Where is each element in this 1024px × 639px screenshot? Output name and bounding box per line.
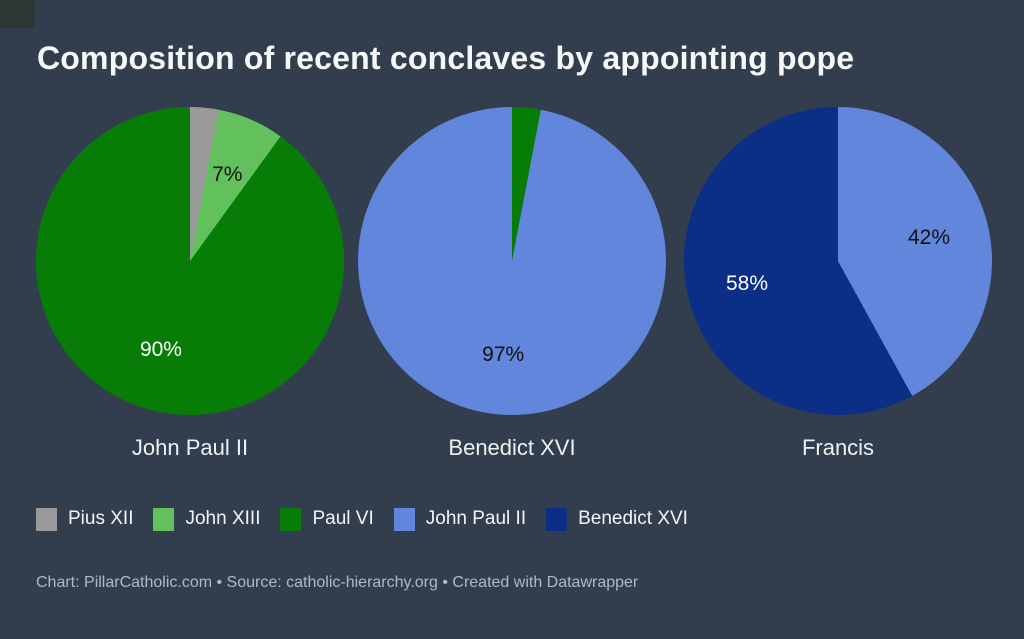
chart-title: Composition of recent conclaves by appoi… bbox=[37, 40, 855, 76]
slice-label: 7% bbox=[212, 162, 243, 186]
legend-swatch bbox=[280, 507, 302, 531]
pie-block-francis: 42% 58% Francis bbox=[684, 107, 992, 467]
legend-label: Pius XII bbox=[68, 508, 134, 529]
legend-swatch bbox=[153, 507, 175, 531]
pie-title: John Paul II bbox=[131, 435, 249, 460]
pie-chart-francis: 42% 58% bbox=[684, 107, 992, 415]
pie-block-john-paul-ii: 7% 90% John Paul II bbox=[36, 107, 344, 467]
legend-label: Benedict XVI bbox=[578, 508, 688, 529]
legend-label: John XIII bbox=[185, 508, 261, 529]
legend-item: John Paul II bbox=[393, 507, 527, 531]
legend-label: Paul VI bbox=[312, 508, 374, 529]
slice-label: 90% bbox=[139, 338, 182, 362]
legend: Pius XII John XIII Paul VI John Paul II Bene… bbox=[36, 507, 688, 531]
pie-title: Francis bbox=[801, 435, 875, 460]
slice-label: 97% bbox=[482, 342, 525, 366]
pie-block-benedict-xvi: 97% Benedict XVI bbox=[358, 107, 666, 467]
slice-label: 42% bbox=[907, 225, 950, 249]
footer-attribution: Chart: PillarCatholic.com • Source: cath… bbox=[36, 574, 639, 591]
pie-title: Benedict XVI bbox=[448, 435, 576, 460]
pie-chart-benedict-xvi: 97% bbox=[358, 107, 666, 415]
legend-item: Benedict XVI bbox=[546, 507, 688, 531]
slice-label: 58% bbox=[725, 272, 769, 296]
legend-swatch bbox=[36, 507, 57, 531]
corner-watermark-square bbox=[0, 0, 34, 28]
legend-label: John Paul II bbox=[425, 508, 527, 529]
legend-item: Paul VI bbox=[280, 507, 374, 531]
legend-swatch bbox=[393, 507, 415, 531]
legend-item: Pius XII bbox=[36, 507, 133, 531]
legend-swatch bbox=[546, 507, 568, 531]
legend-item: John XIII bbox=[153, 507, 260, 531]
pie-chart-john-paul-ii: 7% 90% bbox=[36, 107, 344, 415]
